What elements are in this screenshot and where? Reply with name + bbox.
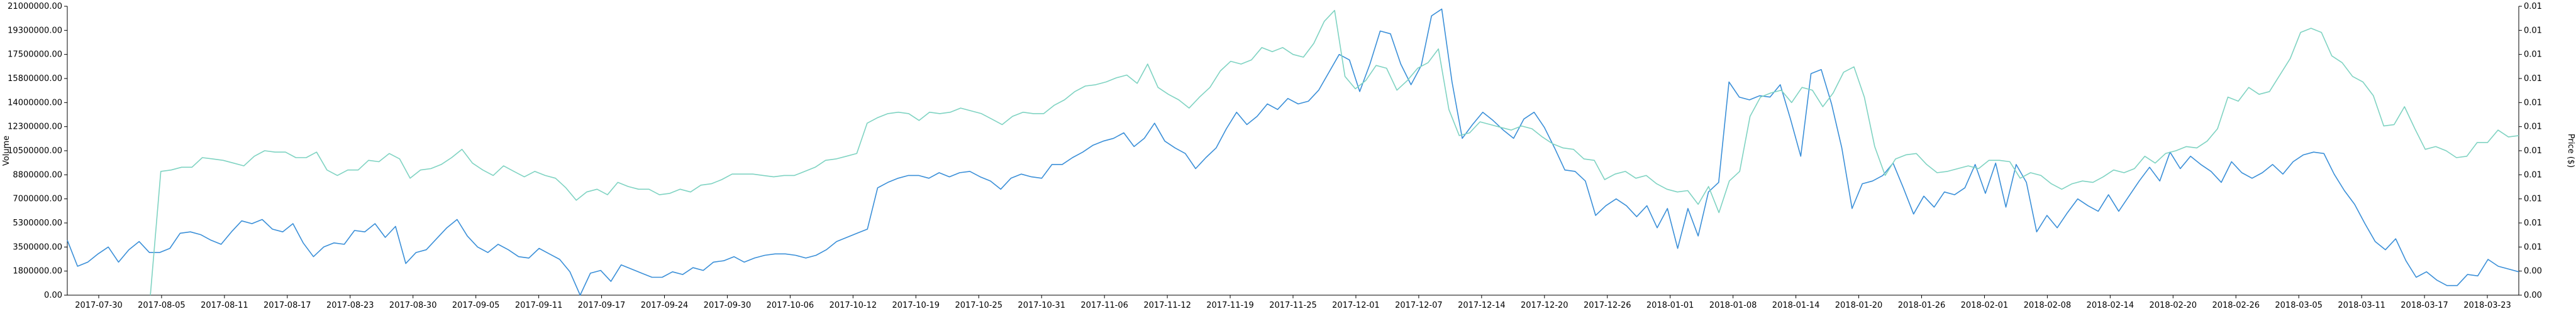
y-right-tick-label: 0.01 (2524, 50, 2542, 60)
y-right-tick-label: 0.01 (2524, 170, 2542, 180)
y-left-tick-label: 1800000.00 (13, 267, 62, 276)
y-right-tick-label: 0.01 (2524, 74, 2542, 84)
series-layer (67, 8, 2519, 296)
x-tick-label: 2017-08-23 (326, 301, 374, 310)
x-tick-label: 2017-10-12 (830, 301, 877, 310)
x-tick-label: 2017-12-07 (1395, 301, 1443, 310)
x-tick-label: 2017-11-25 (1269, 301, 1317, 310)
x-tick-label: 2017-10-19 (892, 301, 940, 310)
x-tick-label: 2018-03-11 (2338, 301, 2385, 310)
y-right-tick-label: 0.01 (2524, 242, 2542, 252)
x-tick-label: 2017-09-05 (452, 301, 500, 310)
x-tick-label: 2017-07-30 (75, 301, 123, 310)
x-tick-label: 2018-01-14 (1772, 301, 1820, 310)
y-left-tick-label: 0.00 (44, 291, 62, 300)
x-tick-label: 2018-02-20 (2150, 301, 2197, 310)
x-tick-label: 2017-09-17 (578, 301, 626, 310)
y-right-tick-label: 0.01 (2524, 2, 2542, 11)
x-tick-label: 2017-08-11 (201, 301, 248, 310)
y-left-tick-label: 10500000.00 (8, 146, 62, 156)
x-tick-label: 2017-11-12 (1143, 301, 1191, 310)
y-axis-right-title: Price ($) (2566, 134, 2575, 168)
x-tick-label: 2018-01-08 (1709, 301, 1757, 310)
x-tick-label: 2017-12-01 (1332, 301, 1380, 310)
x-tick-label: 2017-12-20 (1521, 301, 1568, 310)
axes: 0.00 1800000.00 3500000.00 5300000.00 700000… (8, 2, 2542, 310)
y-right-tick-label: 0.01 (2524, 195, 2542, 204)
y-left-tick-label: 19300000.00 (8, 26, 62, 35)
y-axis-left-title: Volume (2, 136, 11, 166)
x-tick-label: 2018-01-26 (1898, 301, 1946, 310)
x-tick-label: 2017-10-31 (1018, 301, 1065, 310)
x-tick-label: 2018-02-14 (2087, 301, 2135, 310)
y-right-tick-label: 0.00 (2524, 291, 2542, 300)
x-tick-label: 2018-01-20 (1835, 301, 1883, 310)
x-tick-label: 2018-02-01 (1961, 301, 2009, 310)
x-tick-label: 2017-09-11 (515, 301, 563, 310)
x-tick-label: 2017-12-14 (1458, 301, 1506, 310)
y-right-tick-label: 0.01 (2524, 219, 2542, 228)
y-right-tick-label: 0.00 (2524, 267, 2542, 276)
y-left-tick-label: 5300000.00 (13, 219, 62, 228)
x-tick-label: 2018-02-08 (2024, 301, 2072, 310)
series-line-2 (150, 9, 2519, 296)
y-right-tick-label: 0.01 (2524, 122, 2542, 132)
y-left-tick-label: 12300000.00 (8, 122, 62, 132)
x-tick-label: 2017-10-25 (955, 301, 1002, 310)
x-tick-label: 2018-01-01 (1646, 301, 1694, 310)
y-left-tick-label: 3500000.00 (13, 242, 62, 252)
x-tick-label: 2017-11-06 (1080, 301, 1128, 310)
y-right-tick-label: 0.01 (2524, 98, 2542, 107)
x-tick-label: 2018-03-05 (2275, 301, 2323, 310)
x-tick-label: 2017-09-24 (641, 301, 689, 310)
x-tick-label: 2017-11-19 (1206, 301, 1254, 310)
y-left-tick-label: 7000000.00 (13, 195, 62, 204)
x-tick-label: 2017-10-06 (767, 301, 814, 310)
x-tick-label: 2018-03-17 (2401, 301, 2448, 310)
x-tick-label: 2017-08-17 (264, 301, 311, 310)
y-right-tick-label: 0.01 (2524, 26, 2542, 35)
y-right-tick-label: 0.01 (2524, 146, 2542, 156)
x-tick-label: 2017-08-05 (138, 301, 186, 310)
x-tick-label: 2018-03-23 (2463, 301, 2511, 310)
x-tick-label: 2017-09-30 (704, 301, 752, 310)
y-left-tick-label: 14000000.00 (8, 98, 62, 107)
y-left-tick-label: 15800000.00 (8, 74, 62, 84)
y-left-tick-label: 17500000.00 (8, 50, 62, 60)
series-line-1 (67, 8, 2519, 296)
x-tick-label: 2017-12-26 (1584, 301, 1631, 310)
x-tick-label: 2018-02-26 (2212, 301, 2260, 310)
x-tick-label: 2017-08-30 (389, 301, 437, 310)
y-left-tick-label: 21000000.00 (8, 2, 62, 11)
y-left-tick-label: 8800000.00 (13, 170, 62, 180)
